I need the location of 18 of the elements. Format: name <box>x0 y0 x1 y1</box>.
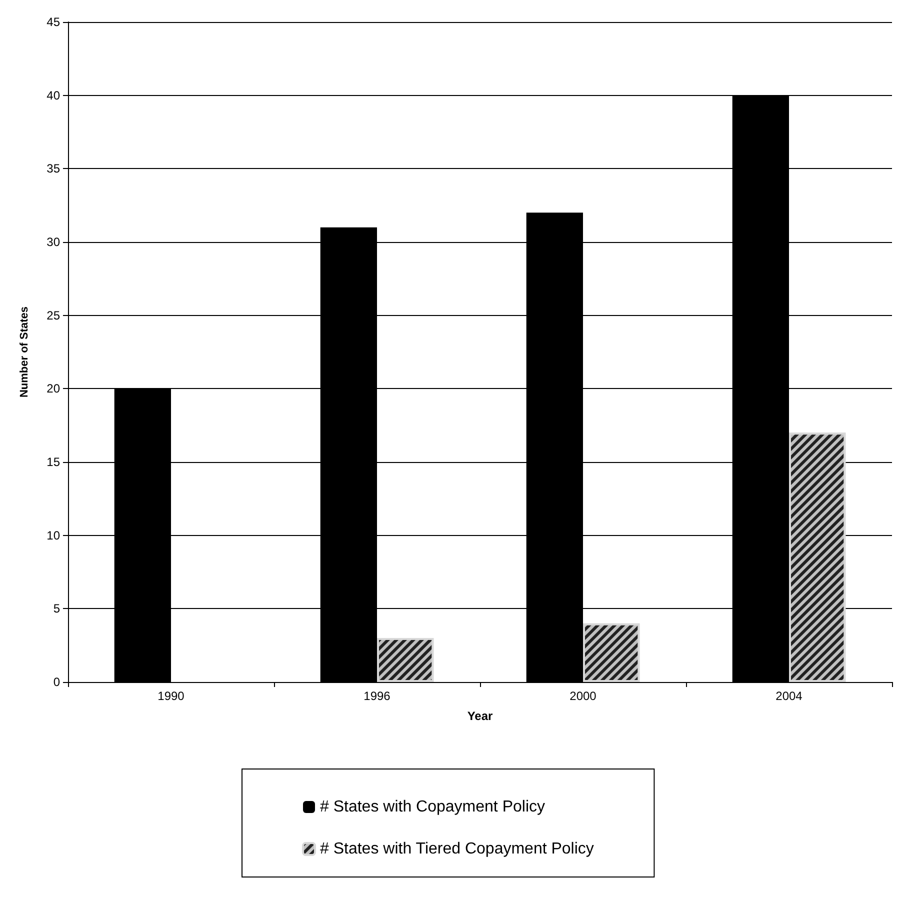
x-tick-label: 2000 <box>570 689 597 703</box>
y-tick-label: 30 <box>46 235 60 249</box>
x-tick-label: 1996 <box>364 689 391 703</box>
y-axis-title: Number of States <box>18 306 30 398</box>
x-tick-label: 2004 <box>776 689 803 703</box>
y-tick-label: 20 <box>46 382 60 396</box>
y-tick-label: 10 <box>46 528 60 542</box>
y-tick-label: 40 <box>46 88 60 102</box>
legend-label: # States with Copayment Policy <box>320 798 545 816</box>
y-tick-label: 45 <box>46 15 60 29</box>
x-axis-title: Year <box>467 709 494 723</box>
y-tick-label: 35 <box>46 162 60 176</box>
y-tick-label: 5 <box>53 602 60 616</box>
y-tick-label: 25 <box>46 308 60 322</box>
y-tick-label: 0 <box>53 675 60 689</box>
x-tick-label: 1990 <box>158 689 185 703</box>
legend-label: # States with Tiered Copayment Policy <box>320 840 594 858</box>
y-tick-label: 15 <box>46 455 60 469</box>
